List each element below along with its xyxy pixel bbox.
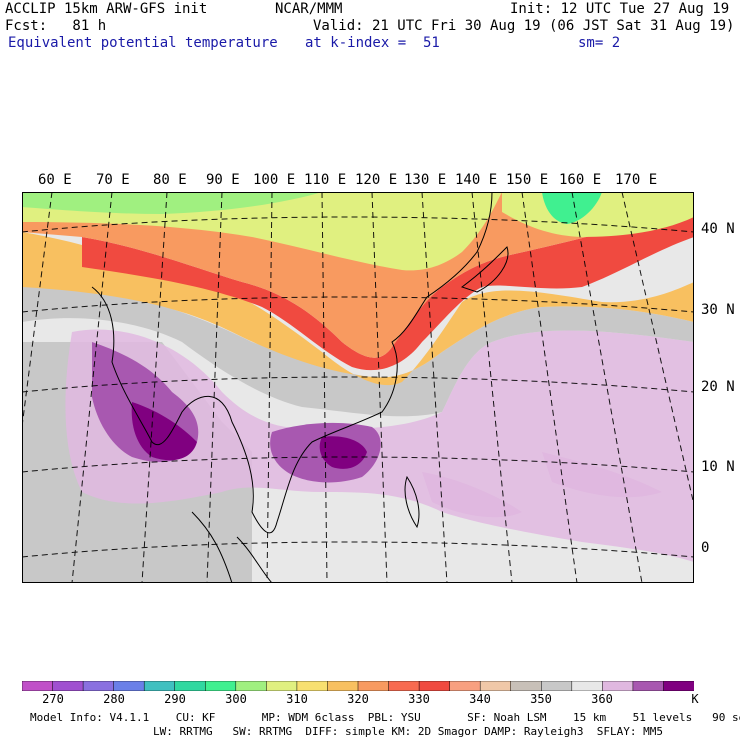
- lat-label-10n: 10 N: [701, 459, 735, 475]
- lon-label-90e: 90 E: [206, 172, 240, 188]
- colorbar-swatch: [296, 681, 329, 691]
- lat-label-20n: 20 N: [701, 379, 735, 395]
- header-model-title: ACCLIP 15km ARW-GFS init: [5, 1, 208, 17]
- colorbar-swatch: [205, 681, 237, 691]
- footer-model-info: Model Info: V4.1.1 CU: KF MP: WDM 6class…: [30, 711, 740, 724]
- colorbar-tick-340: 340: [469, 692, 491, 706]
- colorbar-swatch: [22, 681, 54, 691]
- colorbar-swatch: [235, 681, 268, 691]
- header-organization: NCAR/MMM: [275, 1, 343, 17]
- lat-label-40n: 40 N: [701, 221, 735, 237]
- lat-label-30n: 30 N: [701, 302, 735, 318]
- header-level: at k-index = 51: [305, 35, 440, 51]
- colorbar-swatch: [357, 681, 390, 691]
- colorbar: [22, 681, 694, 691]
- colorbar-swatch: [449, 681, 481, 691]
- colorbar-swatch: [388, 681, 420, 691]
- colorbar-swatch: [602, 681, 634, 691]
- lon-label-110e: 110 E: [304, 172, 347, 188]
- lon-label-120e: 120 E: [355, 172, 398, 188]
- colorbar-tick-310: 310: [286, 692, 308, 706]
- colorbar-swatch: [143, 681, 176, 691]
- lon-label-160e: 160 E: [559, 172, 602, 188]
- lon-label-140e: 140 E: [455, 172, 498, 188]
- lon-label-100e: 100 E: [253, 172, 296, 188]
- colorbar-swatch: [510, 681, 543, 691]
- colorbar-tick-350: 350: [530, 692, 552, 706]
- header-smoothing: sm= 2: [578, 35, 621, 51]
- colorbar-swatch: [571, 681, 604, 691]
- header-init-time: Init: 12 UTC Tue 27 Aug 19: [510, 1, 730, 17]
- colorbar-swatch: [82, 681, 115, 691]
- colorbar-tick-280: 280: [103, 692, 125, 706]
- footer-physics-info: LW: RRTMG SW: RRTMG DIFF: simple KM: 2D …: [153, 725, 663, 738]
- colorbar-tick-330: 330: [408, 692, 430, 706]
- header-valid-time: Valid: 21 UTC Fri 30 Aug 19 (06 JST Sat …: [313, 18, 735, 34]
- lon-label-80e: 80 E: [153, 172, 187, 188]
- colorbar-unit: K: [691, 692, 699, 706]
- colorbar-tick-360: 360: [591, 692, 613, 706]
- colorbar-tick-290: 290: [164, 692, 186, 706]
- lon-label-150e: 150 E: [506, 172, 549, 188]
- colorbar-tick-270: 270: [42, 692, 64, 706]
- colorbar-swatch: [174, 681, 207, 691]
- header-forecast-hour: Fcst: 81 h: [5, 18, 107, 34]
- equivalent-potential-temperature-map: [22, 192, 694, 583]
- lon-label-130e: 130 E: [404, 172, 447, 188]
- lon-label-70e: 70 E: [96, 172, 130, 188]
- colorbar-swatch: [52, 681, 84, 691]
- colorbar-swatch: [266, 681, 298, 691]
- colorbar-swatch: [327, 681, 359, 691]
- colorbar-swatch: [479, 681, 512, 691]
- colorbar-swatch: [632, 681, 665, 691]
- colorbar-tick-300: 300: [225, 692, 247, 706]
- header-field-name: Equivalent potential temperature: [8, 35, 278, 51]
- lon-label-60e: 60 E: [38, 172, 72, 188]
- colorbar-swatch: [418, 681, 451, 691]
- colorbar-swatch: [663, 681, 694, 691]
- lat-label-0: 0: [701, 540, 710, 556]
- colorbar-swatch: [541, 681, 573, 691]
- lon-label-170e: 170 E: [615, 172, 658, 188]
- colorbar-swatch: [113, 681, 145, 691]
- colorbar-tick-320: 320: [347, 692, 369, 706]
